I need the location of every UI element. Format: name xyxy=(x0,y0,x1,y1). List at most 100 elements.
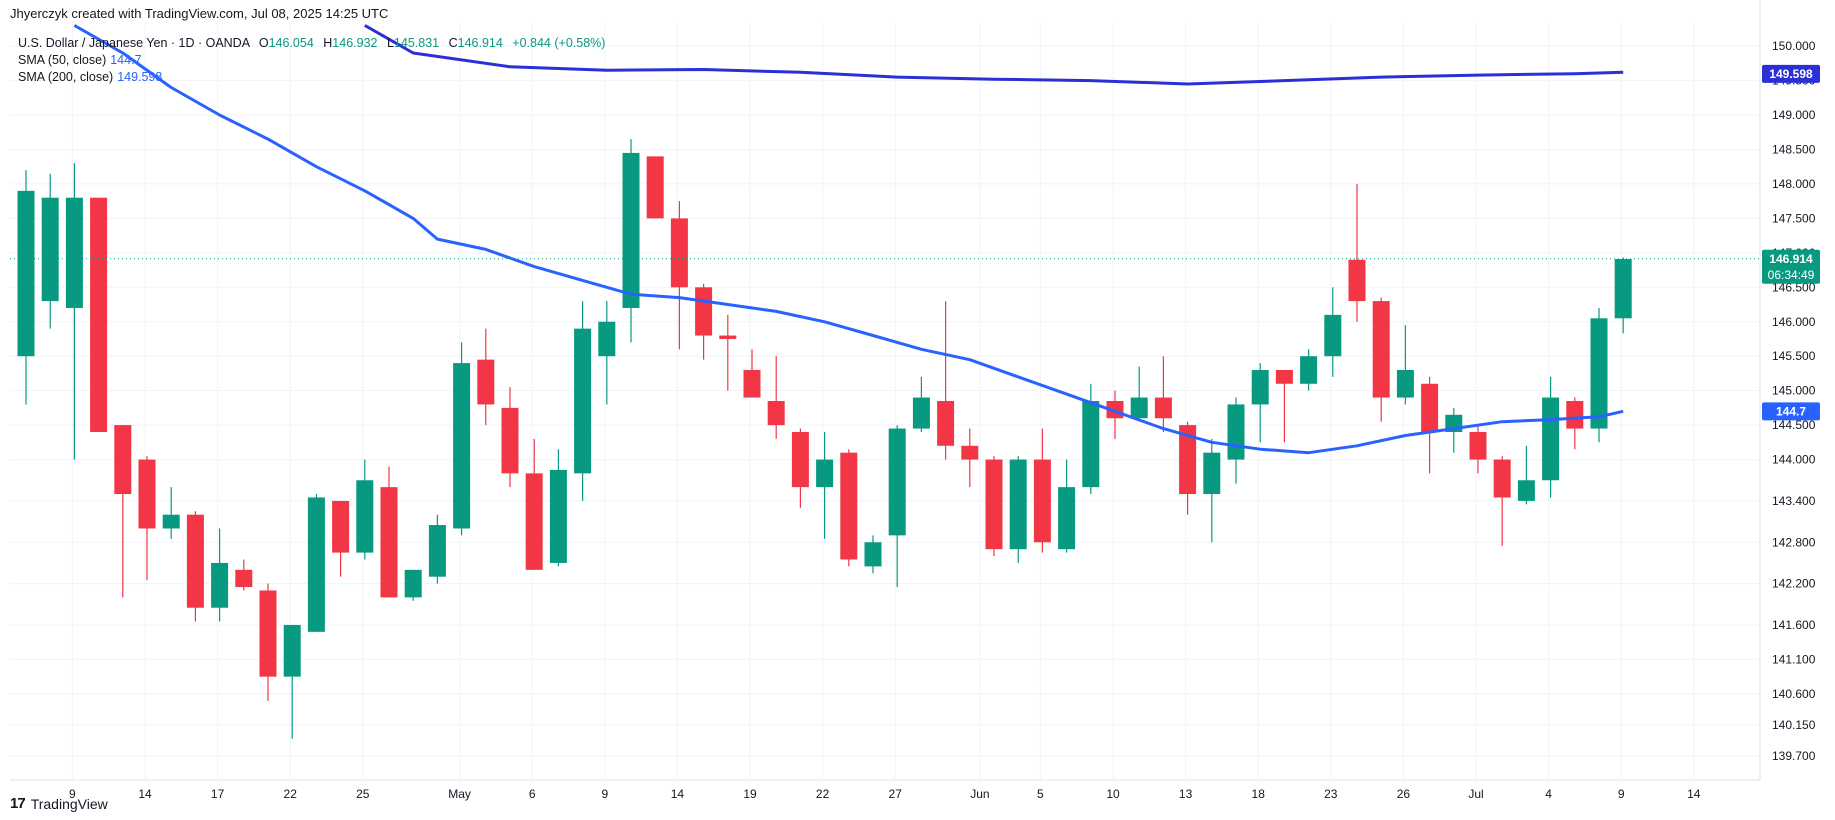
candle-body xyxy=(646,156,664,219)
candle-body xyxy=(332,500,350,553)
candle-body xyxy=(162,514,180,529)
candle xyxy=(428,514,446,584)
candle-body xyxy=(1324,314,1342,357)
time-tick-label: 26 xyxy=(1397,787,1411,801)
price-tick-label: 148.000 xyxy=(1772,177,1816,191)
legend-sma50-row[interactable]: SMA (50, close) 144.7 xyxy=(18,52,605,69)
candle-body xyxy=(1517,480,1535,501)
candles-layer xyxy=(17,139,1632,739)
candle xyxy=(1566,397,1584,450)
candle xyxy=(1493,456,1511,546)
candle xyxy=(1203,438,1221,543)
sma50-price-tag: 144.7 xyxy=(1776,404,1806,418)
sma-layer xyxy=(73,24,1624,455)
time-tick-label: Jul xyxy=(1468,787,1483,801)
candle xyxy=(162,487,180,539)
candle-body xyxy=(622,152,640,308)
sma50-price-tag-bg xyxy=(1762,402,1820,421)
countdown-tag: 06:34:49 xyxy=(1768,268,1815,282)
sma200-price-tag: 149.598 xyxy=(1769,67,1813,81)
candle xyxy=(985,456,1003,557)
close-value: 146.914 xyxy=(457,36,503,50)
low-value: 145.831 xyxy=(393,36,440,50)
price-axis: 150.000149.500149.000148.500148.000147.5… xyxy=(1772,39,1816,763)
candle xyxy=(1542,376,1560,498)
candle xyxy=(186,511,204,622)
time-tick-label: 17 xyxy=(211,787,225,801)
candle xyxy=(719,314,737,391)
candle xyxy=(1227,397,1245,484)
price-tick-label: 148.500 xyxy=(1772,142,1816,156)
legend-sma200-row[interactable]: SMA (200, close) 149.598 xyxy=(18,69,605,86)
price-tick-label: 149.000 xyxy=(1772,108,1816,122)
price-tick-label: 140.600 xyxy=(1772,687,1816,701)
price-tick-label: 144.500 xyxy=(1772,418,1816,432)
candle-body xyxy=(525,473,543,570)
grid xyxy=(10,0,1761,781)
candle-body xyxy=(1372,301,1390,398)
candle-body xyxy=(235,569,253,588)
price-tags: 149.598 144.7 146.914 06:34:49 xyxy=(10,64,1820,421)
open-value: 146.054 xyxy=(268,36,314,50)
candle xyxy=(1372,297,1390,422)
candle-body xyxy=(1396,369,1414,398)
candle xyxy=(41,173,59,329)
candle-body xyxy=(356,480,374,553)
time-tick-label: 9 xyxy=(1618,787,1625,801)
change-value: +0.844 (+0.58%) xyxy=(512,36,606,50)
candle xyxy=(1130,366,1148,419)
candle-body xyxy=(138,459,156,529)
sma200-line xyxy=(364,24,1624,86)
candle-body xyxy=(1154,397,1172,419)
time-tick-label: 4 xyxy=(1545,787,1552,801)
candle xyxy=(937,301,955,460)
price-tick-label: 141.100 xyxy=(1772,652,1816,666)
candle-body xyxy=(283,624,301,677)
candle xyxy=(235,559,253,591)
candle-body xyxy=(1469,432,1487,460)
candle xyxy=(1179,421,1197,515)
candle xyxy=(1421,376,1439,474)
price-tick-label: 146.000 xyxy=(1772,315,1816,329)
price-tick-label: 150.000 xyxy=(1772,39,1816,53)
time-tick-label: 18 xyxy=(1252,787,1266,801)
candle-body xyxy=(90,197,108,433)
candle-body xyxy=(1566,401,1584,429)
candle-body xyxy=(114,425,132,495)
time-tick-label: 14 xyxy=(1687,787,1701,801)
candle-body xyxy=(719,335,737,339)
candle-body xyxy=(186,514,204,608)
candle xyxy=(912,376,930,433)
high-value: 146.932 xyxy=(332,36,378,50)
candle xyxy=(816,432,834,539)
price-tick-label: 142.800 xyxy=(1772,535,1816,549)
candle xyxy=(138,456,156,581)
time-tick-label: 22 xyxy=(284,787,298,801)
candle-body xyxy=(1203,452,1221,495)
candle xyxy=(598,301,616,405)
high-label: H xyxy=(323,36,333,50)
candle xyxy=(1590,307,1608,443)
candle-body xyxy=(1082,401,1100,488)
tradingview-footer[interactable]: 17 TradingView xyxy=(10,795,108,812)
time-tick-label: 6 xyxy=(529,787,536,801)
symbol-title: U.S. Dollar / Japanese Yen · 1D · OANDA xyxy=(18,36,250,50)
candle xyxy=(791,428,809,508)
candle xyxy=(1275,369,1293,443)
candle-body xyxy=(912,397,930,429)
legend-symbol-row: U.S. Dollar / Japanese Yen · 1D · OANDA … xyxy=(18,35,605,52)
candle xyxy=(622,139,640,343)
candle-body xyxy=(211,562,229,608)
candle xyxy=(1300,349,1318,391)
candle xyxy=(332,500,350,577)
candle-body xyxy=(1590,318,1608,429)
sma50-value: 144.7 xyxy=(110,53,142,67)
candle-body xyxy=(985,459,1003,550)
candle xyxy=(1033,428,1051,553)
candle xyxy=(380,466,398,598)
candle-body xyxy=(1421,383,1439,433)
price-tick-label: 140.150 xyxy=(1772,718,1816,732)
tradingview-brand: TradingView xyxy=(30,795,108,812)
price-tick-label: 142.200 xyxy=(1772,577,1816,591)
